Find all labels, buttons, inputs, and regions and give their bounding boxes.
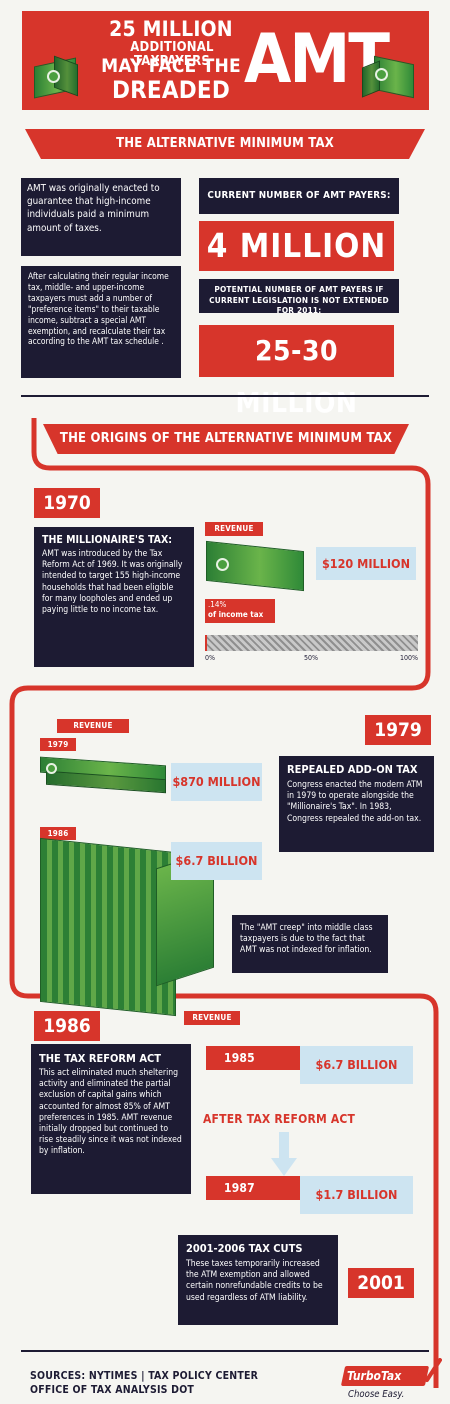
current-value-box: 4 MILLION [199, 221, 394, 271]
repealed-addon-heading: REPEALED ADD-ON TAX [287, 763, 418, 776]
millionaires-tax-body: AMT was introduced by the Tax Reform Act… [42, 549, 183, 616]
millionaires-tax-heading: THE MILLIONAIRE'S TAX: [42, 534, 173, 546]
down-arrow-icon [271, 1132, 297, 1176]
turbotax-tagline: Choose Easy. [348, 1389, 405, 1400]
pct-tick-100: 100% [400, 654, 419, 662]
year-1979-label: 1979 [374, 719, 422, 741]
intro-box: AMT was originally enacted to guarantee … [21, 178, 181, 256]
sources-line1: SOURCES: NYTIMES | TAX POLICY CENTER [30, 1370, 259, 1382]
year-1987-box: 1987 [206, 1176, 300, 1200]
revenue-value-1986a: $6.7 BILLION [171, 842, 262, 880]
tax-reform-act-box: THE TAX REFORM ACT This act eliminated m… [31, 1044, 191, 1194]
turbotax-brand: TurboTax [347, 1369, 402, 1383]
intro-text: AMT was originally enacted to guarantee … [27, 183, 160, 234]
section-divider [21, 395, 429, 397]
header-line2: ADDITIONAL TAXPAYERS [130, 40, 214, 69]
money-stack-1979-icon [40, 756, 170, 799]
pct-value-1970: .14% [208, 600, 227, 609]
year-1986-badge: 1986 [34, 1011, 100, 1041]
pct-callout-1970: .14% of income tax [205, 599, 275, 623]
tax-reform-act-heading: THE TAX REFORM ACT [39, 1052, 162, 1065]
pct-bar-fill-1970 [205, 635, 207, 651]
repealed-addon-body: Congress enacted the modern ATM in 1979 … [287, 780, 423, 824]
pct-bar-track-1970 [205, 635, 418, 651]
header-line4: DREADED [111, 76, 231, 104]
revenue-value-1985: $6.7 BILLION [300, 1046, 413, 1084]
year-1970-badge: 1970 [34, 488, 100, 518]
year-2001-badge: 2001 [348, 1268, 414, 1298]
current-label: CURRENT NUMBER OF AMT PAYERS: [207, 190, 391, 201]
pct-tick-0: 0% [205, 654, 215, 662]
header-line3: MAY FACE THE [101, 55, 241, 77]
detail-box: After calculating their regular income t… [21, 266, 181, 378]
tax-cuts-heading: 2001-2006 TAX CUTS [186, 1242, 303, 1255]
header-line1: 25 MILLION [109, 17, 233, 41]
origins-title-ribbon: THE ORIGINS OF THE ALTERNATIVE MINIMUM T… [43, 424, 409, 454]
sources-line2: OFFICE OF TAX ANALYSIS DOT [30, 1384, 195, 1396]
footer-divider [21, 1350, 429, 1352]
section1-title-ribbon: THE ALTERNATIVE MINIMUM TAX [25, 129, 425, 159]
amt-creep-text: The "AMT creep" into middle class taxpay… [240, 923, 373, 956]
year-1970-label: 1970 [43, 492, 91, 514]
revenue-label-1970: REVENUE [205, 522, 263, 536]
potential-label: POTENTIAL NUMBER OF AMT PAYERS IF CURREN… [209, 284, 389, 315]
origins-title: THE ORIGINS OF THE ALTERNATIVE MINIMUM T… [59, 431, 393, 446]
year-2001-label: 2001 [357, 1272, 405, 1294]
potential-value: 25-30 MILLION [235, 334, 358, 419]
revenue-value-1979: $870 MILLION [171, 763, 262, 801]
pct-tick-50: 50% [304, 654, 318, 662]
revenue-value-1987: $1.7 BILLION [300, 1176, 413, 1214]
header-left-money-stack-icon [34, 44, 98, 102]
millionaires-tax-box: THE MILLIONAIRE'S TAX: AMT was introduce… [34, 527, 194, 667]
year-1985-box: 1985 [206, 1046, 300, 1070]
revenue-label-1979: REVENUE [57, 719, 129, 733]
turbotax-logo: TurboTax [340, 1366, 430, 1386]
revenue-value-1970: $120 MILLION [316, 547, 416, 580]
detail-text: After calculating their regular income t… [28, 271, 169, 347]
section1-title: THE ALTERNATIVE MINIMUM TAX [116, 136, 334, 151]
revenue-label-1986: REVENUE [184, 1011, 240, 1025]
tax-reform-act-body: This act eliminated much sheltering acti… [39, 1068, 182, 1157]
revenue-year-1979: 1979 [40, 738, 76, 751]
year-1986-label: 1986 [43, 1015, 91, 1037]
header-right-money-stack-icon [360, 46, 424, 104]
checkmark-icon [418, 1358, 442, 1382]
tax-cuts-body: These taxes temporarily increased the AT… [186, 1259, 323, 1303]
revenue-year-1986a: 1986 [40, 827, 76, 840]
money-stack-1970-icon [204, 540, 310, 592]
header-banner [22, 11, 429, 110]
potential-value-box: 25-30 MILLION [199, 325, 394, 419]
current-label-box: CURRENT NUMBER OF AMT PAYERS: [199, 178, 399, 214]
year-1979-badge: 1979 [365, 715, 431, 745]
amt-creep-box: The "AMT creep" into middle class taxpay… [232, 915, 388, 973]
after-reform-label: AFTER TAX REFORM ACT [203, 1112, 356, 1126]
potential-label-box: POTENTIAL NUMBER OF AMT PAYERS IF CURREN… [199, 279, 399, 315]
pct-label-1970: of income tax [208, 610, 264, 619]
repealed-addon-box: REPEALED ADD-ON TAX Congress enacted the… [279, 756, 434, 852]
tax-cuts-box: 2001-2006 TAX CUTS These taxes temporari… [178, 1235, 338, 1325]
current-value: 4 MILLION [206, 226, 387, 265]
